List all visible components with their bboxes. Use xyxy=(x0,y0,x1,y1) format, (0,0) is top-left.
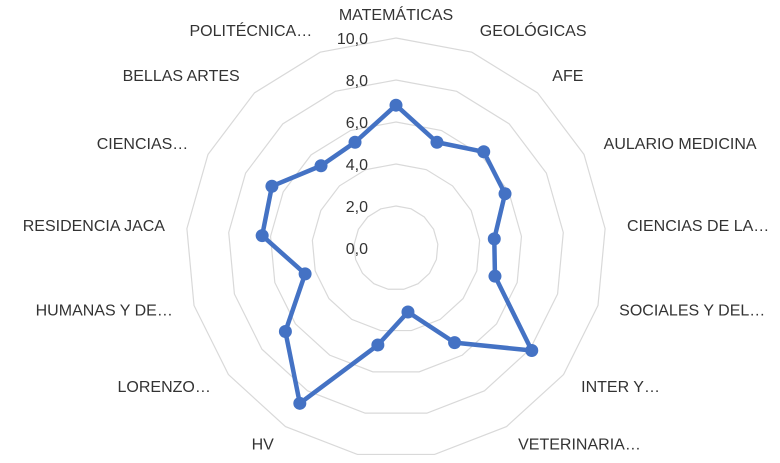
category-label: CIENCIAS DE LA… xyxy=(627,218,769,235)
grid-ring xyxy=(353,205,439,290)
category-label: RESIDENCIA JACA xyxy=(23,218,166,235)
category-label: SOCIALES Y DEL… xyxy=(619,303,765,320)
y-tick-label: 10,0 xyxy=(337,31,368,48)
point xyxy=(389,98,403,112)
category-label: BELLAS ARTES xyxy=(123,68,240,85)
y-tick-label: 0,0 xyxy=(346,241,368,258)
grid-ring xyxy=(311,163,481,332)
y-tick-label: 2,0 xyxy=(346,199,368,216)
category-label: AULARIO MEDICINA xyxy=(604,136,757,153)
point xyxy=(525,344,539,358)
point xyxy=(348,135,362,149)
category-label: HV xyxy=(252,436,275,453)
point xyxy=(488,269,502,283)
point xyxy=(278,325,292,339)
point xyxy=(401,305,415,319)
category-label: INTER Y… xyxy=(581,379,660,396)
point xyxy=(255,229,269,243)
category-label: LORENZO… xyxy=(118,379,211,396)
category-label: HUMANAS Y DE… xyxy=(36,303,173,320)
series-line xyxy=(259,102,534,406)
category-label: MATEMÁTICAS xyxy=(339,5,453,24)
point xyxy=(293,396,307,410)
grid-ring xyxy=(269,121,523,373)
point xyxy=(498,187,512,201)
point xyxy=(265,179,279,193)
category-label: POLITÉCNICA… xyxy=(190,21,313,40)
category-label: VETERINARIA… xyxy=(518,436,641,453)
y-tick-label: 8,0 xyxy=(346,73,368,90)
point xyxy=(371,338,385,352)
y-tick-label: 4,0 xyxy=(346,157,368,174)
grid-ring xyxy=(228,79,564,414)
category-label: GEOLÓGICAS xyxy=(480,21,587,40)
point xyxy=(430,135,444,149)
point xyxy=(448,336,462,350)
grid-ring xyxy=(186,37,606,456)
point xyxy=(314,159,328,173)
category-label: AFE xyxy=(552,68,583,85)
y-tick-label: 6,0 xyxy=(346,115,368,132)
point xyxy=(477,145,491,159)
point xyxy=(298,267,312,281)
category-label: CIENCIAS… xyxy=(97,136,189,153)
point xyxy=(487,232,501,246)
